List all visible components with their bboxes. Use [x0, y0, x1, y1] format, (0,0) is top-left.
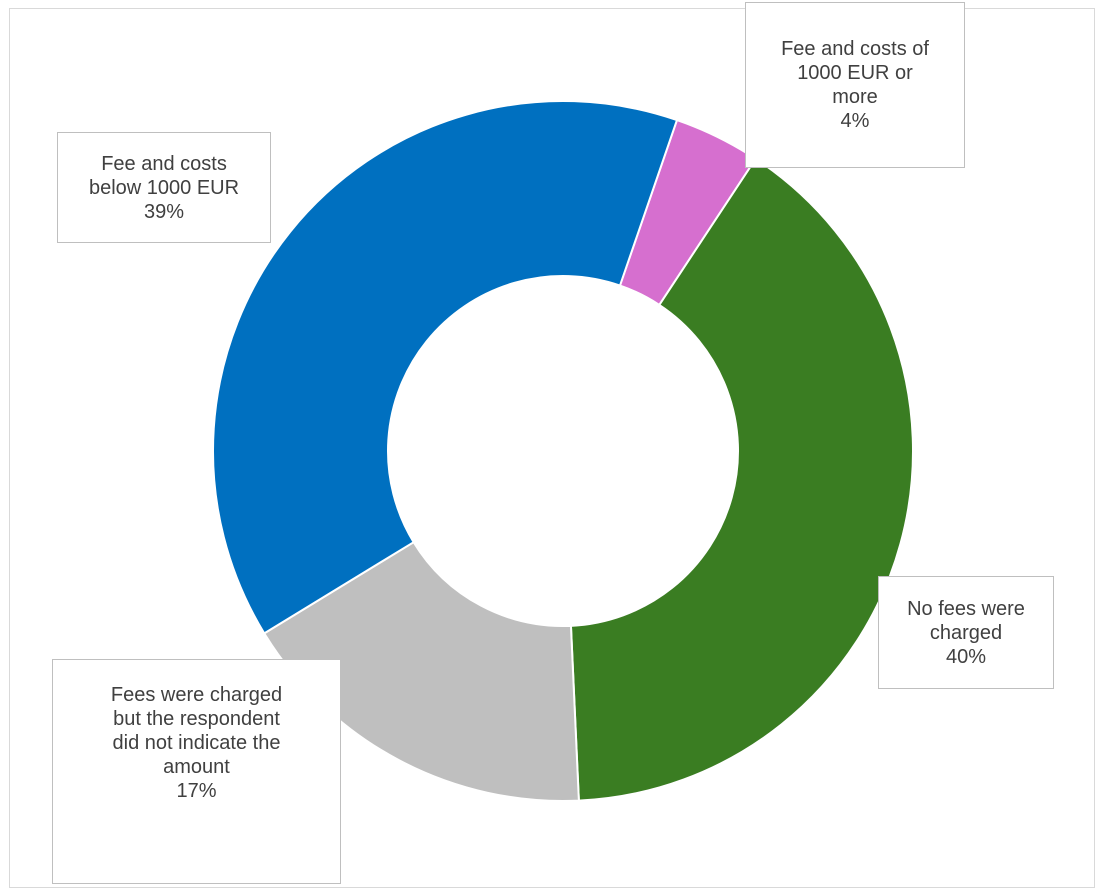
- label-not-indicated-line-1: Fees were charged: [110, 684, 283, 706]
- donut-slices: [212, 100, 914, 802]
- label-fee-below-1000-line-2: below 1000 EUR: [88, 176, 240, 199]
- label-fee-below-1000: Fee and costs below 1000 EUR 39%: [57, 132, 271, 243]
- label-fee-1000-or-more-line-2: 1000 EUR or: [797, 62, 913, 84]
- label-no-fees: No fees were charged 40%: [878, 576, 1054, 689]
- label-not-indicated: Fees were charged but the respondent did…: [52, 659, 341, 884]
- donut-slice-no-fees-were-charged: [569, 157, 914, 802]
- label-not-indicated-pct: 17%: [176, 780, 217, 802]
- label-fee-1000-or-more-pct: 4%: [840, 110, 870, 132]
- label-fee-below-1000-line-1: Fee and costs: [101, 152, 227, 175]
- label-no-fees-line-2: charged: [929, 621, 1003, 644]
- label-fee-1000-or-more-line-1: Fee and costs of: [781, 38, 929, 60]
- label-fee-1000-or-more: Fee and costs of 1000 EUR or more 4%: [745, 2, 965, 168]
- label-fee-below-1000-pct: 39%: [143, 200, 185, 223]
- label-no-fees-pct: 40%: [945, 645, 987, 668]
- donut-slice-fee-and-costs-below-1000-eur: [212, 100, 679, 635]
- label-no-fees-line-1: No fees were: [907, 597, 1025, 620]
- label-not-indicated-line-4: amount: [163, 756, 230, 778]
- label-not-indicated-line-3: did not indicate the: [112, 732, 281, 754]
- label-not-indicated-line-2: but the respondent: [113, 708, 280, 730]
- label-fee-1000-or-more-line-3: more: [832, 86, 878, 108]
- donut-slice-fees-were-charged-but-the-respondent-did-not-indicate-the-amount: [262, 540, 580, 802]
